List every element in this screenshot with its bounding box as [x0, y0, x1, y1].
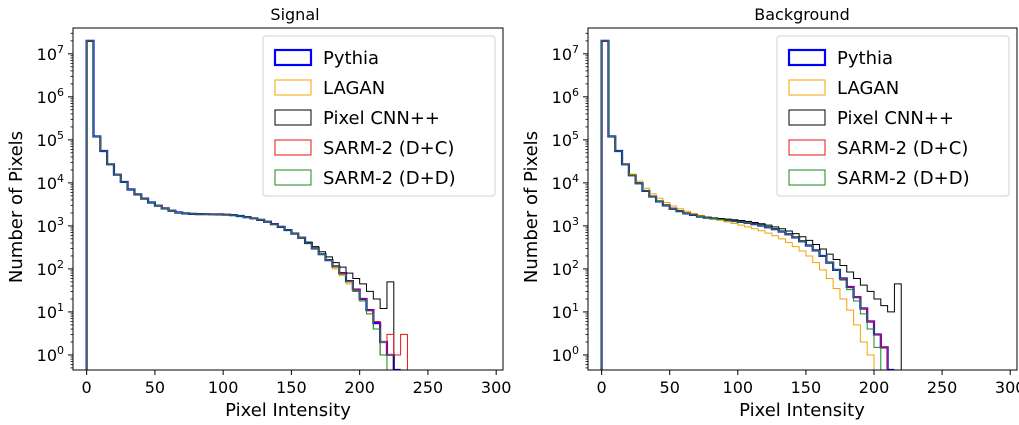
signal-x-axis-label: Pixel Intensity — [225, 400, 351, 421]
signal-x-tick-label: 150 — [276, 378, 307, 397]
background-x-tick-label: 150 — [791, 378, 822, 397]
signal-x-tick-label: 50 — [145, 378, 165, 397]
signal-y-tick-label: 102 — [37, 258, 64, 279]
background-x-tick-label: 50 — [660, 378, 680, 397]
signal-y-tick-label: 101 — [37, 301, 64, 322]
background-legend-label: Pythia — [837, 48, 893, 69]
background-x-tick-label: 100 — [723, 378, 754, 397]
signal-y-tick-label: 106 — [37, 86, 64, 107]
background-x-tick-label: 250 — [927, 378, 958, 397]
background-y-tick-label: 103 — [552, 215, 579, 236]
background-x-axis-label: Pixel Intensity — [739, 400, 865, 421]
background-y-tick-label: 101 — [552, 301, 579, 322]
background-series-sarm-2-d-d — [601, 40, 888, 370]
background-y-tick-label: 106 — [552, 86, 579, 107]
signal-y-tick-label: 103 — [37, 215, 64, 236]
signal-y-axis-label: Number of Pixels — [6, 131, 27, 283]
signal-y-tick-label: 107 — [37, 43, 64, 64]
signal-series-sarm-2-d-d — [86, 40, 394, 370]
background-panel: Background Number of Pixels Pixel Intens… — [521, 5, 1019, 421]
signal-legend-swatch — [273, 48, 313, 67]
background-y-tick-label: 102 — [552, 258, 579, 279]
signal-legend-swatch — [274, 109, 312, 126]
background-series-lagan — [601, 40, 881, 370]
signal-x-tick-label: 300 — [481, 378, 512, 397]
signal-legend-swatch — [274, 139, 312, 156]
signal-y-tick-label: 100 — [37, 344, 64, 365]
signal-x-tick-label: 0 — [82, 378, 92, 397]
background-y-tick-label: 105 — [552, 129, 579, 150]
background-title: Background — [754, 5, 849, 24]
background-ticks: 0 50 100 150 200 250 300 100 101 102 103 104 105 106 1… — [552, 32, 1019, 397]
signal-legend-label: LAGAN — [323, 78, 385, 99]
signal-x-tick-label: 200 — [344, 378, 375, 397]
background-histogram — [600, 39, 909, 370]
signal-x-tick-label: 100 — [208, 378, 239, 397]
signal-legend-swatch — [274, 79, 312, 96]
background-legend-box — [776, 35, 1010, 197]
background-legend-label: SARM-2 (D+C) — [837, 138, 968, 159]
signal-legend-box — [262, 35, 496, 197]
signal-title: Signal — [270, 5, 319, 24]
signal-x-tick-label: 250 — [413, 378, 444, 397]
signal-legend-label: SARM-2 (D+C) — [323, 138, 454, 159]
signal-legend-swatch — [274, 169, 312, 186]
signal-plot-frame — [72, 27, 504, 371]
signal-legend-label: Pixel CNN++ — [323, 108, 440, 129]
background-y-axis-label: Number of Pixels — [521, 131, 542, 283]
background-x-tick-label: 200 — [859, 378, 890, 397]
background-y-tick-label: 104 — [552, 172, 579, 193]
background-x-tick-label: 0 — [597, 378, 607, 397]
signal-y-tick-label: 105 — [37, 129, 64, 150]
signal-legend-label: Pythia — [323, 48, 379, 69]
background-legend-swatch — [788, 169, 826, 186]
background-legend-swatch — [787, 48, 827, 67]
signal-legend-label: SARM-2 (D+D) — [323, 168, 456, 189]
background-legend-label: Pixel CNN++ — [837, 108, 954, 129]
background-legend-swatch — [788, 79, 826, 96]
background-plot-frame — [587, 27, 1018, 371]
background-legend-label: SARM-2 (D+D) — [837, 168, 970, 189]
background-legend-swatch — [788, 139, 826, 156]
signal-legend: Pythia LAGAN Pixel CNN++ SARM-2 (D+C) SARM-2… — [262, 35, 496, 197]
background-legend-label: LAGAN — [837, 78, 899, 99]
background-legend-swatch — [788, 109, 826, 126]
background-y-tick-label: 107 — [552, 43, 579, 64]
signal-ticks: 0 50 100 150 200 250 300 100 101 102 103 104 105 106 1… — [37, 32, 512, 397]
background-y-tick-label: 100 — [552, 344, 579, 365]
background-x-tick-label: 300 — [995, 378, 1019, 397]
signal-panel: Signal Number of Pixels Pixel Intensity … — [6, 5, 511, 421]
signal-y-tick-label: 104 — [37, 172, 64, 193]
signal-histogram — [85, 39, 408, 370]
background-legend: Pythia LAGAN Pixel CNN++ SARM-2 (D+C) SARM-2… — [776, 35, 1010, 197]
